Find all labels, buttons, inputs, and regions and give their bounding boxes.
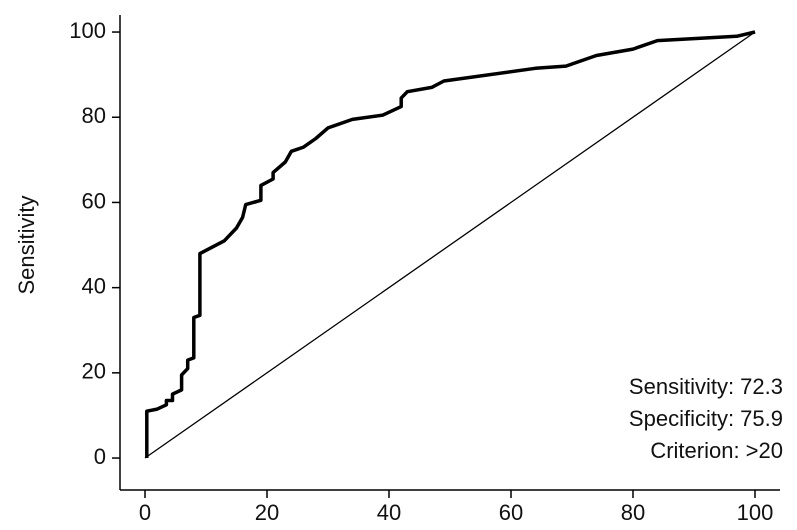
y-axis-label: Sensitivity [14, 195, 39, 294]
x-tick-label: 80 [621, 500, 645, 525]
x-tick-label: 0 [139, 500, 151, 525]
annotation: Specificity: 75.9 [629, 406, 783, 431]
x-tick-label: 20 [255, 500, 279, 525]
x-tick-label: 60 [499, 500, 523, 525]
reference-line [144, 31, 756, 459]
y-tick-label: 80 [82, 103, 106, 128]
y-tick-label: 100 [69, 18, 106, 43]
y-tick-label: 0 [94, 444, 106, 469]
x-tick-label: 100 [737, 500, 774, 525]
y-tick-label: 60 [82, 188, 106, 213]
roc-curve [145, 30, 756, 458]
annotation: Sensitivity: 72.3 [629, 374, 783, 399]
x-tick-label: 40 [377, 500, 401, 525]
annotation: Criterion: >20 [650, 438, 783, 463]
y-tick-label: 20 [82, 359, 106, 384]
y-tick-label: 40 [82, 273, 106, 298]
